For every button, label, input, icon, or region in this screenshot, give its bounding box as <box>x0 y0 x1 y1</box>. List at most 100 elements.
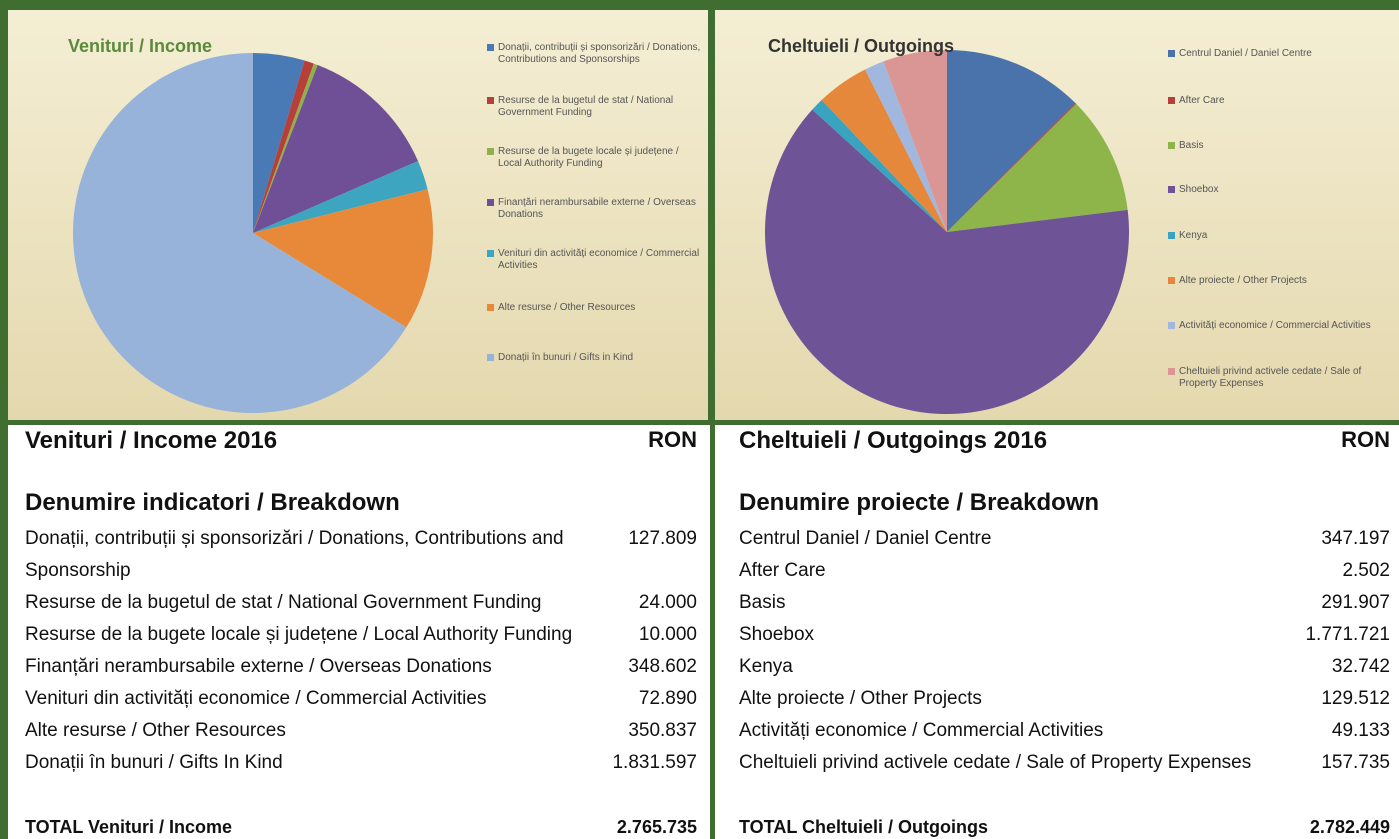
legend-label: Activități economice / Commercial Activi… <box>1179 320 1371 331</box>
legend-label: Resurse de la bugete locale și județene … <box>498 146 679 169</box>
pie-slice <box>947 103 1077 232</box>
row-value: 347.197 <box>1321 528 1390 549</box>
chart-title: Venituri / Income <box>68 36 213 56</box>
legend-item: Activități economice / Commercial Activi… <box>1168 320 1393 332</box>
row-label: Finanțări nerambursabile externe / Overs… <box>25 656 492 677</box>
legend-label: Kenya <box>1179 230 1208 241</box>
row-value: 129.512 <box>1321 688 1390 709</box>
legend-swatch <box>487 354 494 361</box>
currency: RON <box>1341 427 1390 452</box>
table-row: Finanțări nerambursabile externe / Overs… <box>25 651 697 683</box>
table-row: Activități economice / Commercial Activi… <box>739 715 1390 747</box>
row-label: After Care <box>739 560 826 581</box>
total-label: TOTAL Cheltuieli / Outgoings <box>739 817 988 837</box>
row-label: Venituri din activități economice / Comm… <box>25 688 487 709</box>
legend-swatch <box>1168 322 1175 329</box>
legend-item: Resurse de la bugetul de stat / National… <box>487 95 702 119</box>
pie-slice <box>73 53 407 414</box>
pie-slice <box>253 161 428 233</box>
legend-item: Shoebox <box>1168 184 1393 196</box>
row-label: Kenya <box>739 656 793 677</box>
total-value: 2.782.449 <box>1309 817 1390 837</box>
legend-item: After Care <box>1168 95 1393 107</box>
row-label: Centrul Daniel / Daniel Centre <box>739 528 992 549</box>
chart-panel: Cheltuieli / Outgoings Centrul Daniel / … <box>715 10 1399 420</box>
legend-item: Venituri din activități economice / Comm… <box>487 248 702 272</box>
table-row: Kenya 32.742 <box>739 651 1390 683</box>
pie-slice <box>253 65 418 233</box>
row-value: 24.000 <box>638 592 697 613</box>
legend-item: Donații, contribuții și sponsorizări / D… <box>487 42 702 66</box>
chart-title: Cheltuieli / Outgoings <box>768 36 954 56</box>
row-label: Donații în bunuri / Gifts In Kind <box>25 752 283 773</box>
legend-label: Donații, contribuții și sponsorizări / D… <box>498 42 701 65</box>
legend-swatch <box>1168 368 1175 375</box>
row-label: Resurse de la bugetul de stat / National… <box>25 592 542 613</box>
table-row: Centrul Daniel / Daniel Centre 347.197 <box>739 523 1390 555</box>
legend-item: Centrul Daniel / Daniel Centre <box>1168 48 1393 60</box>
pie-slice <box>865 61 947 232</box>
total-row: TOTAL Venituri / Income 2.765.735 <box>25 811 697 839</box>
legend-label: Basis <box>1179 140 1204 151</box>
row-value: 2.502 <box>1342 560 1390 581</box>
row-label: Alte resurse / Other Resources <box>25 720 286 741</box>
legend-label: After Care <box>1179 95 1225 106</box>
row-value: 32.742 <box>1331 656 1390 677</box>
legend-swatch <box>1168 142 1175 149</box>
legend-swatch <box>1168 232 1175 239</box>
pie-slice <box>765 109 1129 414</box>
legend-swatch <box>1168 277 1175 284</box>
table-title: Cheltuieli / Outgoings 2016 <box>739 427 1048 454</box>
pie-slice <box>812 100 947 232</box>
legend-item: Kenya <box>1168 230 1393 242</box>
legend-swatch <box>487 148 494 155</box>
row-value: 127.809 <box>628 528 697 549</box>
pie-slice <box>947 50 1076 232</box>
table-row: Basis 291.907 <box>739 587 1390 619</box>
legend-swatch <box>487 44 494 51</box>
table-title: Venituri / Income 2016 <box>25 427 278 454</box>
table-row: Cheltuieli privind activele cedate / Sal… <box>739 747 1390 779</box>
legend-item: Resurse de la bugete locale și județene … <box>487 146 702 170</box>
legend-label: Alte proiecte / Other Projects <box>1179 275 1307 286</box>
legend-item: Alte proiecte / Other Projects <box>1168 275 1393 287</box>
table-row: After Care 2.502 <box>739 555 1390 587</box>
row-label: Donații, contribuții și sponsorizări / D… <box>25 528 564 581</box>
legend-swatch <box>487 199 494 206</box>
row-value: 1.831.597 <box>612 752 697 773</box>
pie-slice <box>253 53 305 233</box>
row-label: Resurse de la bugete locale și județene … <box>25 624 573 645</box>
table-row: Shoebox 1.771.721 <box>739 619 1390 651</box>
pie-slice <box>821 69 947 232</box>
legend-label: Alte resurse / Other Resources <box>498 302 636 313</box>
pie-slice <box>947 103 1128 233</box>
legend-swatch <box>1168 50 1175 57</box>
legend-swatch <box>487 304 494 311</box>
table-row: Alte resurse / Other Resources 350.837 <box>25 715 697 747</box>
row-label: Alte proiecte / Other Projects <box>739 688 982 709</box>
legend-label: Finanțări nerambursabile externe / Overs… <box>498 197 696 220</box>
legend-label: Centrul Daniel / Daniel Centre <box>1179 48 1312 59</box>
legend-label: Donații în bunuri / Gifts in Kind <box>498 352 634 363</box>
table-row: Alte proiecte / Other Projects 129.512 <box>739 683 1390 715</box>
legend-label: Resurse de la bugetul de stat / National… <box>498 95 674 118</box>
currency: RON <box>648 427 697 452</box>
row-value: 348.602 <box>628 656 697 677</box>
row-value: 72.890 <box>638 688 697 709</box>
table-row: Venituri din activități economice / Comm… <box>25 683 697 715</box>
pie-chart <box>765 50 1129 414</box>
legend-label: Cheltuieli privind activele cedate / Sal… <box>1179 366 1362 389</box>
table: Cheltuieli / Outgoings 2016 RON Denumire p… <box>715 425 1399 839</box>
table-row: Resurse de la bugetul de stat / National… <box>25 587 697 619</box>
total-label: TOTAL Venituri / Income <box>25 817 233 837</box>
pie-slice <box>253 189 433 328</box>
chart-panel: Venituri / Income Donații, contribuții ș… <box>8 10 708 420</box>
row-label: Shoebox <box>739 624 815 645</box>
legend-swatch <box>1168 186 1175 193</box>
table-row: Donații, contribuții și sponsorizări / D… <box>25 523 697 587</box>
table-heading: Denumire indicatori / Breakdown <box>25 489 400 516</box>
row-value: 291.907 <box>1321 592 1390 613</box>
row-label: Activități economice / Commercial Activi… <box>739 720 1104 741</box>
row-value: 49.133 <box>1331 720 1390 741</box>
row-label: Basis <box>739 592 786 613</box>
